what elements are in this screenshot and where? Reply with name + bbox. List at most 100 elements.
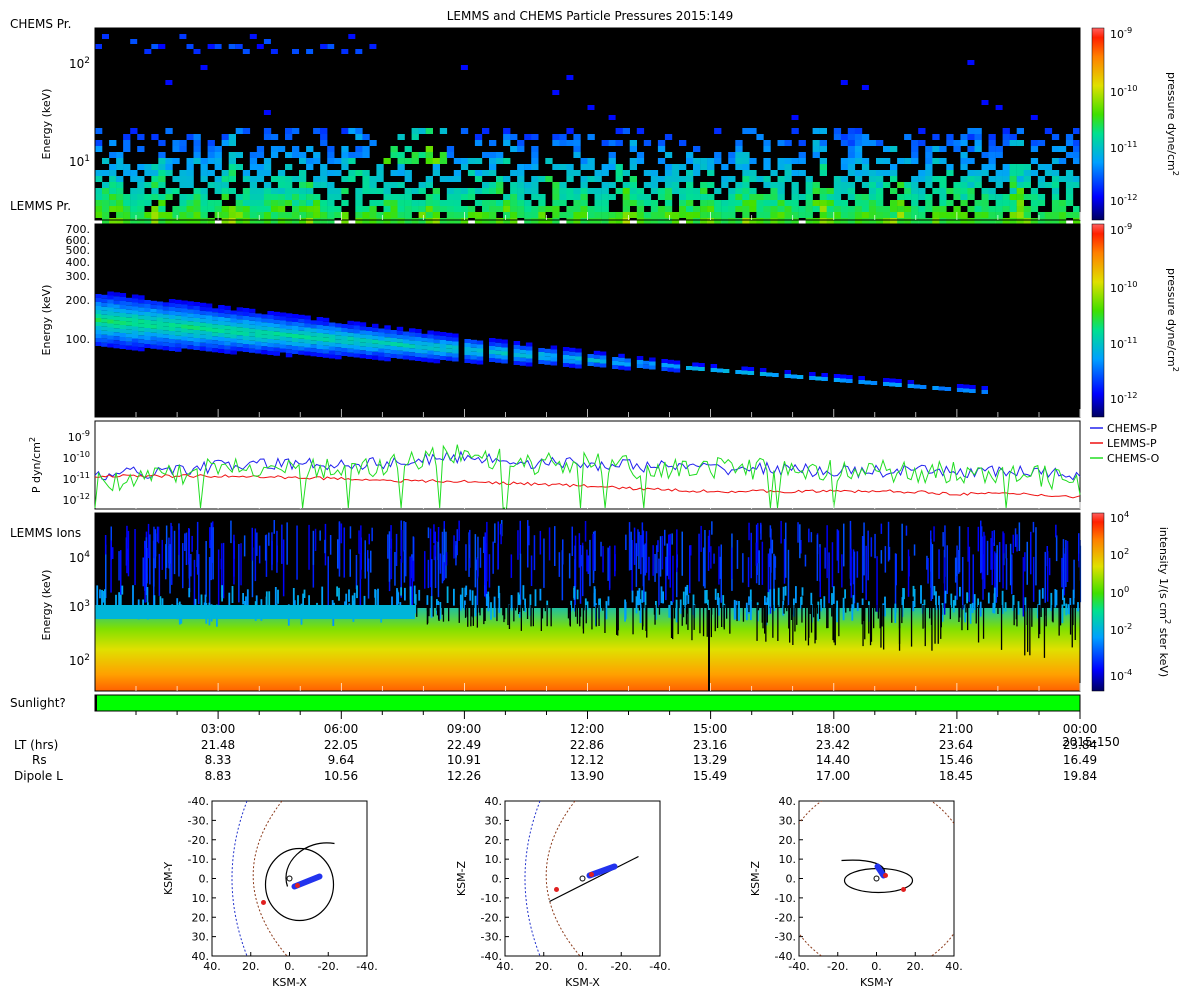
ions-gap [729, 605, 731, 634]
lemms-cell [138, 311, 145, 316]
ions-streak [851, 604, 854, 621]
ions-gap [772, 605, 774, 638]
chems-cell [946, 134, 954, 140]
eph-time-6: 18:00 [816, 722, 851, 736]
ions-streak [1005, 558, 1008, 590]
chems-cell [102, 170, 110, 176]
chems-cell [679, 188, 687, 194]
chems-cell [369, 176, 377, 182]
lemms-cell [138, 343, 145, 348]
chems-cell [292, 176, 300, 182]
lemms-cell [359, 330, 367, 335]
chems-cell [671, 176, 680, 182]
chems-cell [453, 188, 462, 194]
orbit-ytick-label: 20. [485, 834, 503, 847]
chems-cell [819, 128, 827, 134]
chems-cell [861, 182, 870, 188]
chems-cell [1016, 182, 1024, 188]
chems-cell [861, 158, 870, 164]
lemms-cell [242, 332, 250, 336]
chems-cell [876, 158, 884, 164]
lemms-cell [224, 329, 231, 334]
ions-streak [905, 525, 908, 536]
chems-cell [819, 188, 827, 194]
chems-cell [482, 182, 490, 188]
lemms-cell [649, 365, 656, 370]
chems-cell [728, 158, 736, 164]
ions-gap [540, 605, 542, 631]
lemms-cell [162, 338, 170, 343]
lemms-cell [298, 318, 305, 323]
lemms-cell [218, 305, 225, 309]
chems-cell [847, 128, 856, 134]
chems-cell [608, 152, 616, 158]
chems-cell [791, 212, 799, 218]
chems-cell [327, 206, 335, 212]
lemms-cell [156, 301, 164, 306]
chems-cell [355, 206, 363, 212]
chems-cell [671, 212, 680, 218]
lemms-cell [378, 348, 385, 353]
orbit-xtick-label: 0. [871, 960, 882, 973]
chems-cell [116, 188, 124, 194]
chems-cell [320, 212, 328, 218]
lemms-cell [501, 355, 508, 360]
lemms-cell [285, 337, 293, 342]
chems-cell [847, 134, 856, 140]
chems-cell [791, 194, 799, 200]
lemms-cell [199, 318, 207, 323]
chems-cell [798, 152, 806, 158]
lemms-cell [741, 366, 748, 371]
ions-streak [476, 557, 479, 613]
ions-gap [756, 605, 758, 641]
lemms-cell [513, 361, 521, 365]
chems-cell [285, 194, 293, 200]
ions-gap [910, 605, 913, 647]
chems-cell [911, 194, 919, 200]
chems-cell [805, 182, 813, 188]
chems-cell [1073, 218, 1081, 224]
lemms-cell [445, 356, 453, 361]
ions-gap [641, 605, 644, 630]
ions-streak [251, 527, 253, 561]
chems-cell [327, 212, 335, 218]
lemms-cell [279, 316, 287, 321]
chems-cell [186, 176, 194, 182]
ions-gap [794, 605, 796, 632]
chems-cell [939, 182, 947, 188]
chems-cell [988, 146, 996, 152]
lemms-cell [113, 304, 120, 309]
chems-cell [158, 140, 166, 146]
ions-gap [742, 605, 745, 622]
orbit-start-marker [589, 872, 594, 877]
ions-streak [479, 547, 482, 568]
ions-streak [1017, 601, 1020, 615]
chems-cell [988, 140, 996, 146]
magnetopause-line [252, 801, 288, 956]
chems-cell [636, 218, 645, 224]
ions-gap [502, 605, 504, 616]
chems-cell [221, 194, 229, 200]
orbit-ytick-label: 20. [192, 911, 210, 924]
lemms-cell [365, 335, 373, 339]
chems-cell [320, 140, 328, 146]
ions-streak [1032, 556, 1035, 602]
chems-cell [221, 218, 229, 224]
chems-cell [805, 194, 813, 200]
chems-cell [1030, 140, 1039, 146]
ions-panel: LEMMS Ions Energy (keV) 104 103 102 104 … [10, 509, 1173, 692]
orbit-xtick-label: 20. [535, 960, 553, 973]
ions-gap [789, 605, 791, 643]
chems-cell [1037, 176, 1046, 182]
ions-cbar-tick-3: 100 [1110, 584, 1129, 600]
eph-dl-8: 19.84 [1063, 769, 1097, 783]
ions-streak [104, 535, 107, 555]
lemms-cell [125, 337, 133, 342]
ions-streak [579, 545, 582, 604]
lemms-cell [519, 361, 527, 366]
lemms-cell [113, 296, 120, 301]
chems-cell [263, 128, 272, 134]
chems-cell [95, 146, 103, 152]
ions-streak [824, 547, 826, 569]
ions-streak [707, 535, 710, 571]
